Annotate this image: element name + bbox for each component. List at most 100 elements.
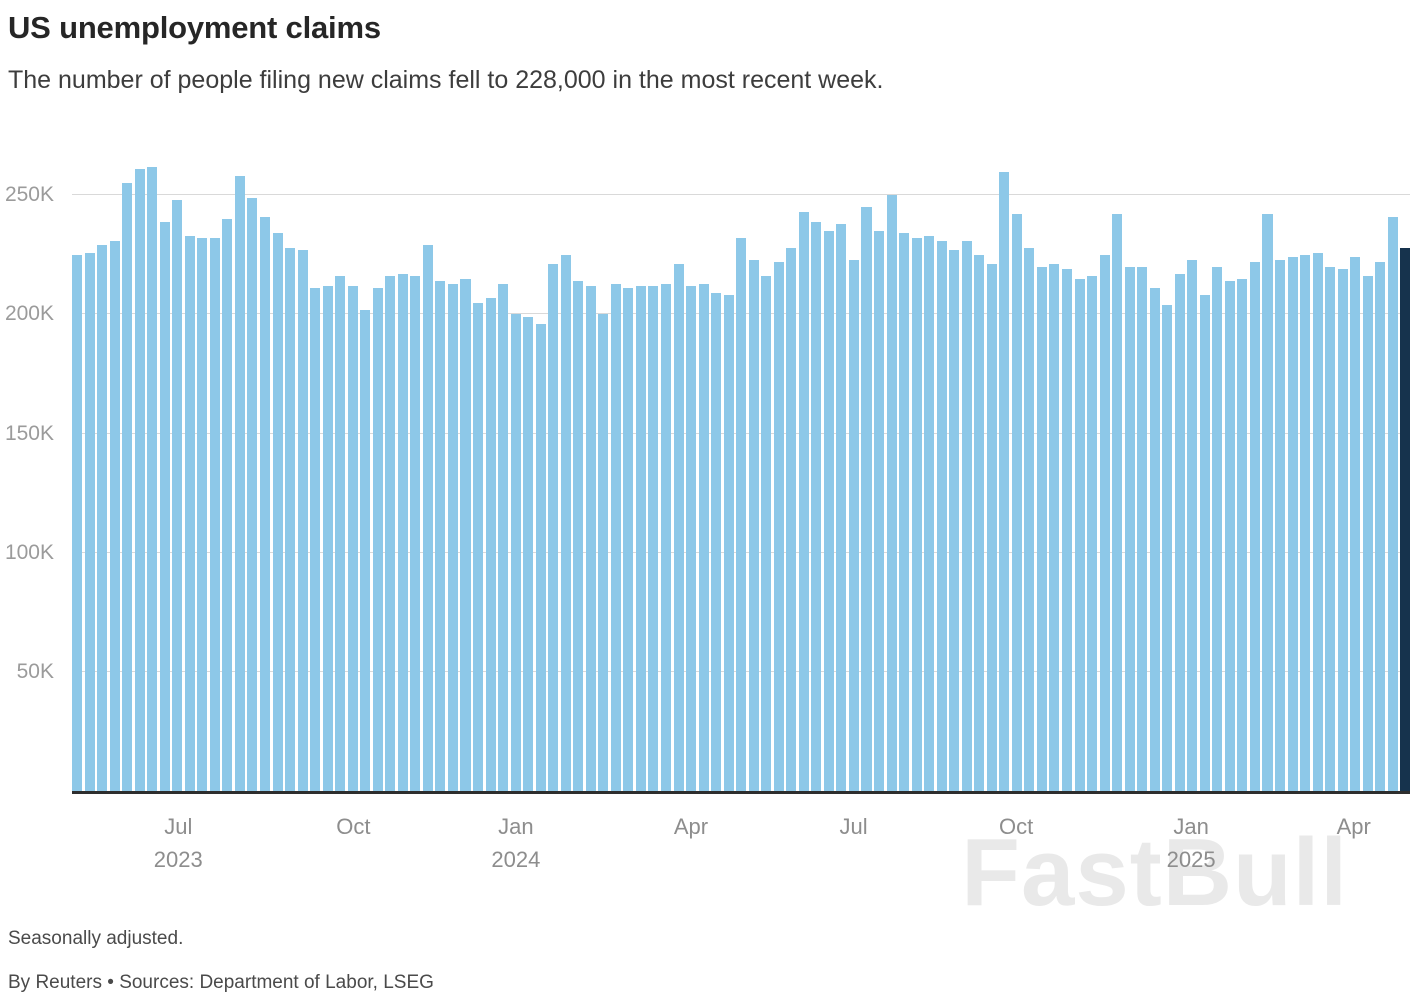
bar: [1262, 214, 1273, 791]
bar: [1350, 257, 1361, 791]
bar: [1124, 266, 1135, 791]
bar: [999, 171, 1010, 791]
x-axis-label: Jul: [839, 814, 868, 839]
bar: [1312, 252, 1323, 791]
bar: [1061, 269, 1072, 791]
bar: [460, 278, 471, 791]
source-credit: By Reuters • Sources: Department of Labo…: [8, 972, 434, 993]
bar: [748, 259, 759, 791]
bar: [1049, 264, 1060, 791]
footnote-adjusted: Seasonally adjusted.: [8, 928, 184, 949]
chart-title: US unemployment claims: [8, 10, 381, 45]
x-axis: Jul 2023 Oct Jan 2024 Apr Jul Oct Jan 2025 Apr: [72, 794, 1410, 886]
bar: [961, 240, 972, 791]
bar: [1174, 273, 1185, 791]
bar: [786, 247, 797, 791]
bar: [711, 293, 722, 791]
bar: [761, 276, 772, 791]
bar: [1199, 295, 1210, 791]
bar: [823, 231, 834, 791]
bar: [285, 247, 296, 791]
bar: [122, 183, 133, 791]
bar: [234, 176, 245, 791]
bar: [936, 240, 947, 791]
x-axis-label: Jan 2024: [491, 814, 541, 872]
bar: [861, 207, 872, 791]
bar: [1287, 257, 1298, 791]
bar: [222, 219, 233, 791]
bar: [911, 238, 922, 791]
bar: [886, 195, 897, 791]
bar: [1249, 262, 1260, 791]
bar: [134, 169, 145, 791]
bar: [924, 235, 935, 791]
bar: [736, 238, 747, 791]
bar: [573, 281, 584, 791]
bar: [836, 223, 847, 791]
bar: [322, 285, 333, 791]
bar: [84, 252, 95, 791]
bar: [372, 288, 383, 791]
bar: [147, 166, 158, 791]
bar: [548, 264, 559, 791]
bar: [184, 235, 195, 791]
bar: [1237, 278, 1248, 791]
bar: [1112, 214, 1123, 791]
bar: [848, 259, 859, 791]
bar: [1024, 247, 1035, 791]
x-axis-label: Oct: [998, 814, 1034, 839]
bar: [498, 283, 509, 791]
bar: [297, 250, 308, 791]
bar: [1087, 276, 1098, 791]
bar: [1099, 254, 1110, 791]
bar: [535, 324, 546, 791]
bar: [1375, 262, 1386, 791]
bar: [209, 238, 220, 791]
bar: [1149, 288, 1160, 791]
bar: [1187, 259, 1198, 791]
y-axis-label: 250K: [4, 183, 54, 207]
bar: [397, 273, 408, 791]
bar: [686, 285, 697, 791]
bar: [585, 285, 596, 791]
bar: [172, 200, 183, 791]
bar: [660, 283, 671, 791]
bar: [723, 295, 734, 791]
bar: [1137, 266, 1148, 791]
bar: [648, 285, 659, 791]
bar: [347, 285, 358, 791]
bar: [473, 302, 484, 791]
y-axis-label: 100K: [4, 540, 54, 564]
bar: [1224, 281, 1235, 791]
bar: [899, 233, 910, 791]
bar: [986, 264, 997, 791]
bar: [97, 245, 108, 791]
bar: [410, 276, 421, 791]
bar: [798, 212, 809, 791]
bar: [447, 283, 458, 791]
bar: [335, 276, 346, 791]
y-axis-label: 150K: [4, 421, 54, 445]
y-axis: 50K 100K 150K 200K 250K: [0, 131, 62, 791]
x-axis-label: Jul 2023: [153, 814, 203, 872]
bar: [1325, 266, 1336, 791]
bar: [510, 314, 521, 791]
bar: [1212, 266, 1223, 791]
bar: [623, 288, 634, 791]
bars-container: [72, 131, 1411, 791]
bar: [1036, 266, 1047, 791]
bar: [422, 245, 433, 791]
y-axis-label: 200K: [4, 302, 54, 326]
bar: [949, 250, 960, 791]
bar: [159, 221, 170, 791]
bar: [673, 264, 684, 791]
plot-area: [72, 131, 1411, 794]
x-axis-label: Jan 2025: [1166, 814, 1216, 872]
x-axis-label: Apr: [1336, 814, 1371, 839]
bar: [811, 221, 822, 791]
bar: [1275, 259, 1286, 791]
bar: [698, 283, 709, 791]
bar: [610, 283, 621, 791]
bar: [259, 216, 270, 791]
